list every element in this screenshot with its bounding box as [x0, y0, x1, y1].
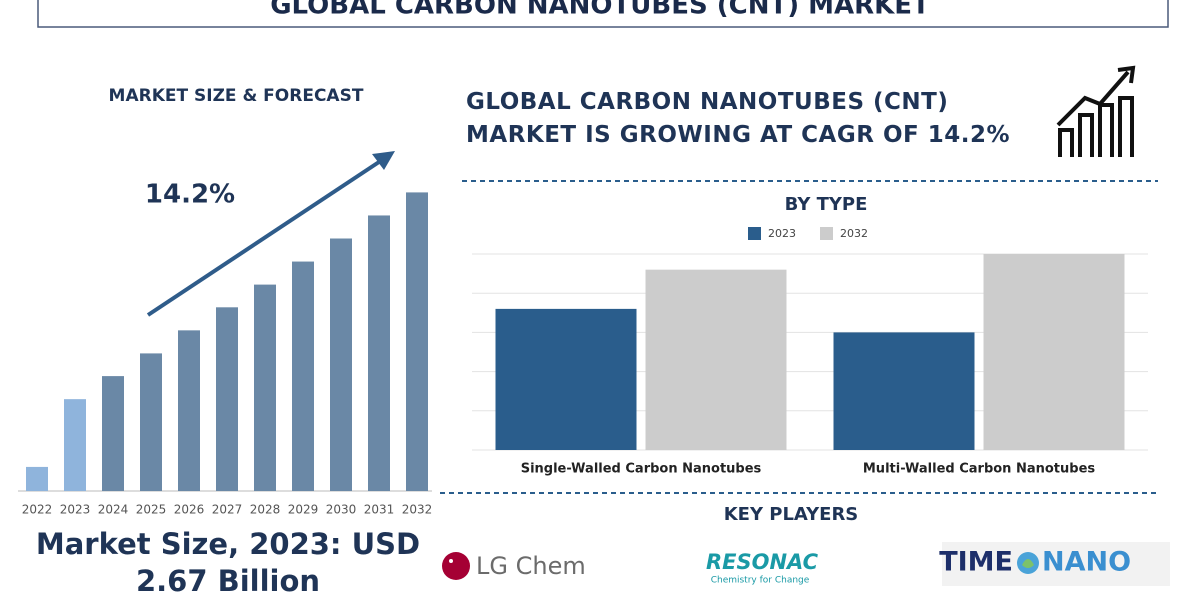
lg-text: LG Chem — [476, 552, 586, 580]
bar — [26, 466, 48, 491]
lg-logo — [442, 552, 470, 580]
x-tick-label: Multi-Walled Carbon Nanotubes — [863, 462, 1096, 477]
timenano-leaf — [1022, 559, 1034, 568]
bar — [102, 376, 124, 491]
header-title: GLOBAL CARBON NANOTUBES (CNT) MARKET — [270, 0, 930, 21]
x-tick-label: 2032 — [402, 503, 433, 517]
headline: GLOBAL CARBON NANOTUBES (CNT) MARKET IS … — [466, 89, 1011, 148]
bar — [406, 192, 428, 491]
x-tick-label: 2026 — [174, 503, 205, 517]
bar — [833, 332, 975, 450]
x-tick-label: 2030 — [326, 503, 357, 517]
market-size: Market Size, 2023: USD 2.67 Billion — [35, 527, 421, 598]
annotation: 14.2% — [145, 180, 235, 210]
bar — [645, 269, 787, 450]
bar — [368, 215, 390, 491]
x-tick-label: 2022 — [22, 503, 53, 517]
resonac-text: RESONAC — [706, 550, 819, 574]
bar — [216, 307, 238, 491]
lg-logo-dot — [449, 559, 453, 563]
x-tick-label: 2028 — [250, 503, 281, 517]
legend-label: 2023 — [768, 227, 796, 240]
bar — [140, 353, 162, 491]
legend-label: 2032 — [840, 227, 868, 240]
timenano-left: TIME — [939, 547, 1013, 578]
x-tick-label: 2025 — [136, 503, 167, 517]
bar — [178, 330, 200, 491]
bar — [292, 261, 314, 491]
chart-title: BY TYPE — [785, 194, 868, 215]
chart-title: MARKET SIZE & FORECAST — [109, 86, 364, 106]
x-tick-label: 2024 — [98, 503, 129, 517]
x-tick-label: 2023 — [60, 503, 91, 517]
legend-swatch — [748, 227, 761, 240]
x-tick-label: 2027 — [212, 503, 243, 517]
resonac-tagline: Chemistry for Change — [711, 576, 810, 586]
bar — [254, 284, 276, 491]
timenano-bg — [942, 542, 1170, 586]
timenano-right: NANO — [1042, 547, 1131, 578]
bar — [983, 254, 1125, 450]
growth-icon — [1056, 65, 1136, 157]
x-tick-label: 2029 — [288, 503, 319, 517]
growth-arrow — [146, 158, 384, 317]
x-tick-label: Single-Walled Carbon Nanotubes — [521, 462, 762, 477]
bar — [64, 399, 86, 491]
header-box — [37, 0, 1169, 28]
x-tick-label: 2031 — [364, 503, 395, 517]
bar — [495, 308, 637, 450]
key-players-title: KEY PLAYERS — [724, 504, 859, 525]
bar — [330, 238, 352, 491]
legend-swatch — [820, 227, 833, 240]
arrow-head — [372, 151, 395, 170]
